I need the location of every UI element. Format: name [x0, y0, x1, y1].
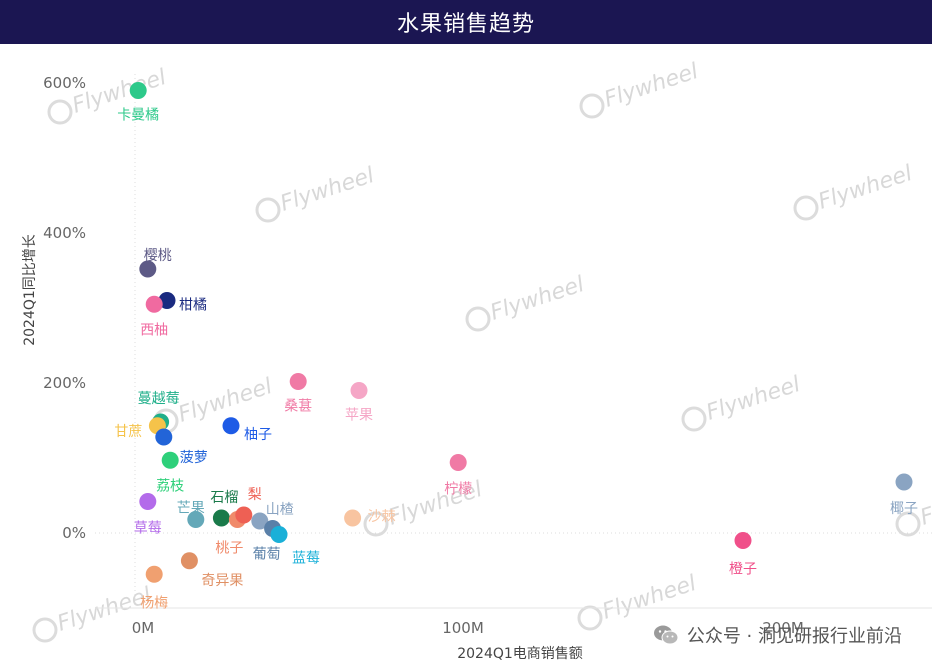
source-footer: 公众号 · 洞见研报行业前沿	[653, 620, 902, 650]
data-point-label: 柚子	[244, 427, 272, 443]
data-point-label: 椰子	[890, 501, 918, 517]
data-point	[139, 493, 157, 510]
data-point	[350, 382, 368, 399]
data-point-label: 梨	[248, 487, 262, 503]
data-point	[180, 552, 198, 570]
data-point	[161, 451, 179, 469]
data-point	[734, 532, 752, 549]
data-point-label: 甘蔗	[114, 424, 142, 440]
watermark-flywheel-icon	[47, 99, 73, 125]
data-point-label: 芒果	[177, 501, 205, 517]
y-tick-label: 200%	[43, 374, 86, 392]
data-point	[187, 511, 205, 528]
data-point-label: 菠萝	[180, 450, 208, 466]
x-tick-label: 0M	[132, 619, 155, 637]
watermark-flywheel-icon	[579, 93, 605, 119]
watermark-text: Flywheel	[487, 272, 587, 326]
data-point-label: 蔓越莓	[138, 391, 180, 407]
data-point	[212, 509, 230, 527]
data-point-label: 葡萄	[253, 547, 281, 563]
source-text: 公众号 · 洞见研报行业前沿	[686, 626, 902, 647]
data-point-label: 西柚	[140, 322, 168, 338]
data-point	[222, 417, 240, 435]
data-point-label: 石榴	[210, 490, 238, 506]
wechat-icon	[653, 625, 679, 645]
data-point	[155, 428, 173, 446]
watermark-flywheel-icon	[32, 617, 58, 643]
watermark-text: Flywheel	[601, 59, 701, 113]
x-tick-label: 200M	[762, 619, 804, 637]
data-point-label: 荔枝	[156, 478, 184, 494]
data-point-label: 柠檬	[444, 482, 472, 498]
data-point	[289, 373, 307, 390]
watermark-flywheel-icon	[681, 406, 707, 432]
data-point	[145, 565, 163, 583]
y-tick-label: 600%	[43, 74, 86, 92]
watermark-text: Flywheel	[277, 163, 377, 217]
data-point-label: 苹果	[345, 408, 373, 424]
data-point-label: 蓝莓	[292, 551, 320, 567]
data-point	[895, 473, 913, 491]
data-point	[158, 292, 176, 309]
watermark-flywheel-icon	[895, 511, 921, 537]
watermark-flywheel-icon	[793, 195, 819, 221]
data-point-label: 桑葚	[284, 399, 312, 415]
y-axis-title: 2024Q1同比增长	[22, 234, 38, 346]
data-point-label: 山楂	[266, 502, 294, 518]
data-point	[344, 509, 362, 527]
watermark-flywheel-icon	[577, 605, 603, 631]
watermark-flywheel-icon	[255, 197, 281, 223]
data-point-label: 杨梅	[140, 595, 168, 611]
x-axis-title: 2024Q1电商销售额	[457, 646, 583, 662]
y-tick-label: 400%	[43, 224, 86, 242]
watermark-text: Flywheel	[599, 571, 699, 625]
data-point	[449, 454, 467, 471]
data-point	[139, 260, 157, 278]
x-tick-label: 100M	[442, 619, 484, 637]
y-tick-label: 0%	[62, 524, 86, 542]
watermark-flywheel-icon	[363, 511, 389, 537]
data-point	[129, 82, 147, 99]
data-point	[235, 506, 253, 524]
data-point-label: 草莓	[134, 521, 162, 537]
data-point-label: 桃子	[215, 541, 243, 557]
data-point	[270, 526, 288, 543]
scatter-chart: Flywheel Flywheel Flywheel Flywheel Flywheel…	[22, 59, 932, 662]
data-point	[251, 512, 269, 530]
data-point-label: 樱桃	[144, 247, 172, 264]
data-point-label: 卡曼橘	[117, 108, 159, 124]
data-point-label: 沙棘	[368, 509, 396, 525]
data-point	[145, 295, 163, 313]
data-point-label: 橙子	[729, 562, 757, 578]
title-bar: 水果销售趋势	[0, 0, 932, 44]
data-point-label: 柑橘	[179, 298, 207, 314]
watermark-text: Flywheel	[703, 372, 803, 426]
chart-title: 水果销售趋势	[396, 12, 535, 37]
data-point-label: 奇异果	[201, 572, 243, 589]
watermark-flywheel-icon	[465, 306, 491, 332]
watermark-text: Flywheel	[815, 161, 915, 215]
